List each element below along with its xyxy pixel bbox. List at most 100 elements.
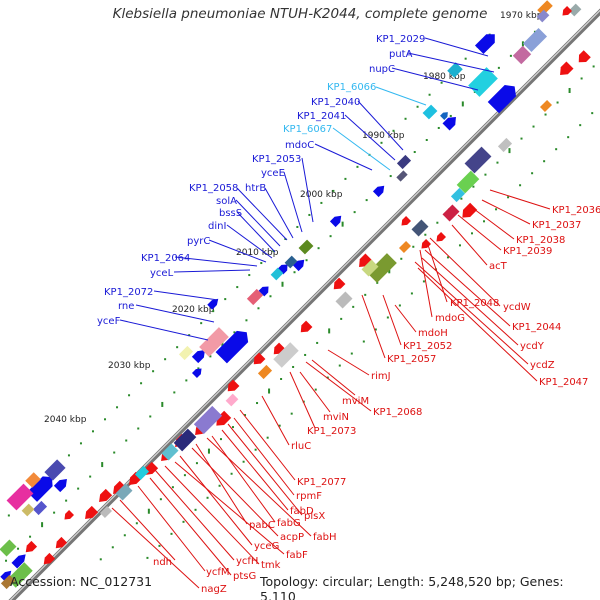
- tick-mark: [364, 293, 367, 296]
- tick-mark: [567, 136, 570, 139]
- gene-label[interactable]: KP1_2052: [403, 341, 452, 352]
- leader-line: [407, 52, 495, 73]
- tick-mark: [128, 394, 131, 397]
- gene-label[interactable]: ycfM: [206, 567, 230, 578]
- tick-mark: [257, 307, 260, 310]
- tick-mark: [320, 201, 323, 204]
- tick-mark: [305, 259, 308, 262]
- gene-label[interactable]: KP1_2053: [252, 154, 301, 165]
- leader-line: [424, 37, 489, 57]
- gene-label[interactable]: mviN: [323, 412, 349, 423]
- gene-label[interactable]: rpmF: [296, 491, 322, 502]
- tick-mark: [200, 322, 203, 325]
- gene-label[interactable]: mdoC: [285, 140, 314, 151]
- gene-label[interactable]: fabH: [313, 532, 337, 543]
- gene-label[interactable]: yceL: [150, 268, 174, 279]
- feature-block: [539, 99, 553, 113]
- reverse-gene-arrow: [333, 277, 346, 290]
- tick-mark: [137, 427, 140, 430]
- gene-label[interactable]: KP1_2073: [307, 426, 356, 437]
- gene-label[interactable]: ycdZ: [530, 360, 555, 371]
- gene-label[interactable]: htrB: [245, 183, 266, 194]
- gene-label[interactable]: KP1_2064: [141, 253, 190, 264]
- gene-label[interactable]: fabD: [290, 506, 314, 517]
- gene-label[interactable]: ycdW: [503, 302, 531, 313]
- leader-line: [332, 127, 391, 171]
- gene-label[interactable]: pyrC: [187, 236, 210, 247]
- gene-label[interactable]: ycfH: [236, 556, 258, 567]
- feature-block: [0, 539, 17, 557]
- gene-label[interactable]: solA: [216, 196, 237, 207]
- tick-mark: [460, 197, 463, 200]
- gene-label[interactable]: rluC: [291, 441, 311, 452]
- gene-label[interactable]: fabG: [277, 518, 301, 529]
- forward-gene-arrow: [191, 368, 202, 379]
- gene-label[interactable]: dinI: [208, 221, 226, 232]
- feature-block: [225, 393, 239, 407]
- gene-label[interactable]: KP1_2048: [450, 298, 499, 309]
- tick-mark: [67, 454, 70, 457]
- gene-label[interactable]: KP1_2057: [387, 354, 436, 365]
- tick-mark: [436, 221, 439, 224]
- gene-label[interactable]: KP1_2040: [311, 97, 360, 108]
- gene-label[interactable]: ndh: [153, 557, 172, 568]
- gene-label[interactable]: KP1_2044: [512, 322, 561, 333]
- tick-mark: [496, 161, 499, 164]
- gene-label[interactable]: putA: [389, 49, 413, 60]
- gene-label[interactable]: mdoG: [435, 313, 465, 324]
- gene-label[interactable]: rimJ: [371, 371, 391, 382]
- gene-label[interactable]: KP1_2041: [297, 111, 346, 122]
- gene-label[interactable]: KP1_2047: [539, 377, 588, 388]
- leader-line: [421, 257, 519, 346]
- gene-label[interactable]: KP1_2038: [516, 235, 565, 246]
- gene-label[interactable]: fabF: [286, 550, 308, 561]
- gene-label[interactable]: KP1_2039: [503, 246, 552, 257]
- gene-label[interactable]: yceE: [261, 168, 285, 179]
- gene-label[interactable]: KP1_2058: [189, 183, 238, 194]
- gene-label[interactable]: KP1_2029: [376, 34, 425, 45]
- gene-label[interactable]: ycdY: [520, 341, 545, 352]
- gene-label[interactable]: KP1_2068: [373, 407, 422, 418]
- gene-label[interactable]: KP1_2077: [297, 477, 346, 488]
- gene-label[interactable]: acpP: [280, 532, 304, 543]
- tick-mark: [472, 185, 475, 188]
- tick-mark: [338, 364, 341, 367]
- gene-label[interactable]: pabC: [249, 520, 275, 531]
- forward-gene-arrow: [372, 185, 385, 198]
- tick-mark: [392, 129, 395, 132]
- tick-mark: [458, 244, 461, 247]
- gene-label[interactable]: mviM: [342, 396, 369, 407]
- tick-mark: [182, 520, 185, 523]
- gene-label[interactable]: plsX: [304, 511, 325, 522]
- leader-line: [191, 447, 279, 537]
- tick-mark: [89, 475, 92, 478]
- gene-label[interactable]: rne: [118, 301, 134, 312]
- gene-label[interactable]: bssS: [219, 208, 242, 219]
- tick-mark: [413, 151, 416, 154]
- gene-label[interactable]: nagZ: [201, 584, 227, 595]
- gene-label[interactable]: KP1_6066: [327, 82, 376, 93]
- tick-mark: [398, 304, 401, 307]
- feature-block: [0, 574, 16, 590]
- gene-label[interactable]: KP1_2072: [104, 287, 153, 298]
- tick-mark: [332, 189, 335, 192]
- tick-mark: [424, 233, 427, 236]
- gene-label[interactable]: yceG: [254, 541, 279, 552]
- gene-label[interactable]: ptsG: [233, 571, 256, 582]
- gene-label[interactable]: yceF: [97, 316, 121, 327]
- tick-mark: [280, 377, 283, 380]
- tick-mark: [412, 245, 415, 248]
- gene-label[interactable]: acT: [489, 261, 508, 272]
- tick-mark: [437, 126, 440, 129]
- gene-label[interactable]: nupC: [369, 64, 395, 75]
- tick-mark: [362, 340, 365, 343]
- tick-mark: [266, 436, 269, 439]
- feature-block: [568, 3, 582, 17]
- feature-block: [246, 288, 264, 306]
- gene-label[interactable]: KP1_2036: [552, 205, 600, 216]
- gene-label[interactable]: mdoH: [418, 328, 448, 339]
- gene-label[interactable]: tmk: [261, 560, 281, 571]
- leader-line: [419, 249, 433, 318]
- gene-label[interactable]: KP1_2037: [532, 220, 581, 231]
- gene-label[interactable]: KP1_6067: [283, 124, 332, 135]
